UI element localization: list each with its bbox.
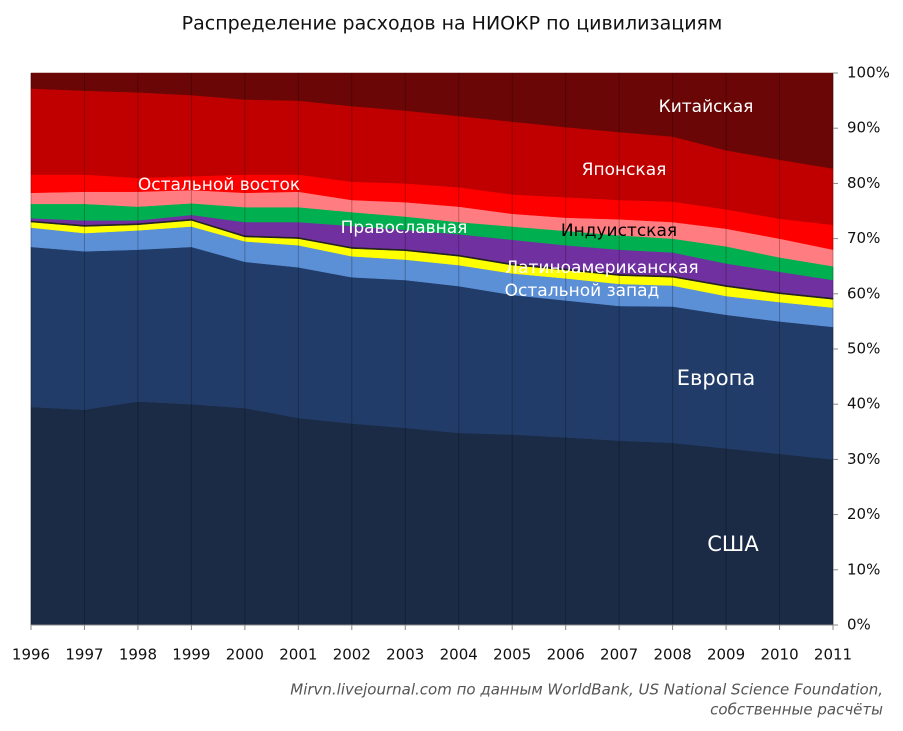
- x-tick-label: 1997: [65, 646, 103, 664]
- y-tick-label: 90%: [847, 119, 880, 137]
- x-tick-label: 1999: [172, 646, 210, 664]
- x-tick-label: 2004: [440, 646, 478, 664]
- y-tick-label: 70%: [847, 229, 880, 247]
- source-note: собственные расчёты: [710, 701, 883, 719]
- series-label: Остальной запад: [505, 281, 660, 301]
- y-tick-label: 40%: [847, 395, 880, 413]
- series-label: Остальной восток: [138, 175, 300, 195]
- series-label: Индуистская: [561, 221, 677, 241]
- y-tick-label: 100%: [847, 64, 890, 82]
- x-tick-label: 2000: [226, 646, 264, 664]
- y-tick-label: 10%: [847, 560, 880, 578]
- series-label: Православная: [341, 218, 468, 238]
- series-label: Японская: [582, 160, 667, 180]
- x-tick-label: 2003: [386, 646, 424, 664]
- y-tick-label: 60%: [847, 284, 880, 302]
- x-tick-label: 2007: [600, 646, 638, 664]
- series-label: Китайская: [659, 97, 754, 117]
- y-tick-label: 30%: [847, 450, 880, 468]
- x-tick-label: 2001: [279, 646, 317, 664]
- y-tick-label: 80%: [847, 174, 880, 192]
- x-tick-label: 2010: [760, 646, 798, 664]
- series-label: Европа: [677, 366, 755, 390]
- series-label: США: [707, 532, 759, 556]
- x-tick-label: 2009: [707, 646, 745, 664]
- x-tick-label: 1998: [119, 646, 157, 664]
- x-tick-label: 2005: [493, 646, 531, 664]
- y-tick-label: 50%: [847, 340, 880, 358]
- chart-title: Распределение расходов на НИОКР по цивил…: [182, 13, 723, 35]
- x-tick-label: 2002: [333, 646, 371, 664]
- source-note: Mirvn.livejournal.com по данным WorldBan…: [290, 681, 883, 699]
- x-tick-label: 2006: [547, 646, 585, 664]
- series-label: Латиноамериканская: [505, 258, 698, 278]
- x-tick-label: 2008: [654, 646, 692, 664]
- y-tick-label: 20%: [847, 505, 880, 523]
- x-tick-label: 2011: [814, 646, 852, 664]
- area: [30, 72, 834, 169]
- y-tick-label: 0%: [847, 616, 871, 634]
- x-tick-label: 1996: [12, 646, 50, 664]
